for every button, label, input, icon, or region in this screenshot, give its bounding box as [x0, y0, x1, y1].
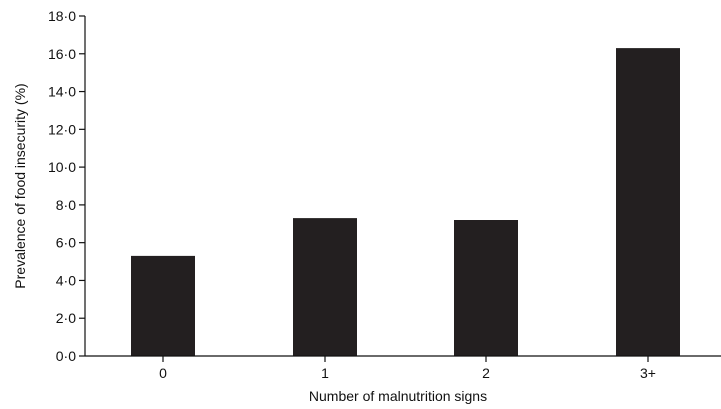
y-axis-title: Prevalence of food insecurity (%): [12, 83, 28, 288]
y-tick-label: 12·0: [48, 121, 76, 137]
y-tick-label: 8·0: [56, 197, 76, 213]
bar-3+: [616, 48, 680, 356]
y-axis-ticks: 0·0 2·0 4·0 6·0 8·0 10·0 12·0 14·0 16·0 18·0: [48, 8, 85, 364]
y-tick-label: 16·0: [48, 46, 76, 62]
y-tick-label: 4·0: [56, 272, 76, 288]
y-tick-label: 0·0: [56, 348, 76, 364]
y-tick-label: 14·0: [48, 84, 76, 100]
x-axis-ticks: 0 1 2 3+: [159, 356, 656, 381]
bars-group: [131, 48, 680, 356]
bar-1: [293, 218, 357, 356]
y-tick-label: 6·0: [56, 235, 76, 251]
x-tick-label: 1: [321, 365, 329, 381]
bar-2: [454, 220, 518, 356]
y-tick-label: 2·0: [56, 310, 76, 326]
x-tick-label: 2: [482, 365, 490, 381]
y-tick-label: 10·0: [48, 159, 76, 175]
bar-0: [131, 255, 195, 356]
y-tick-label: 18·0: [48, 8, 76, 24]
x-tick-label: 0: [159, 365, 167, 381]
x-axis-title: Number of malnutrition signs: [309, 388, 487, 404]
x-tick-label: 3+: [640, 365, 656, 381]
